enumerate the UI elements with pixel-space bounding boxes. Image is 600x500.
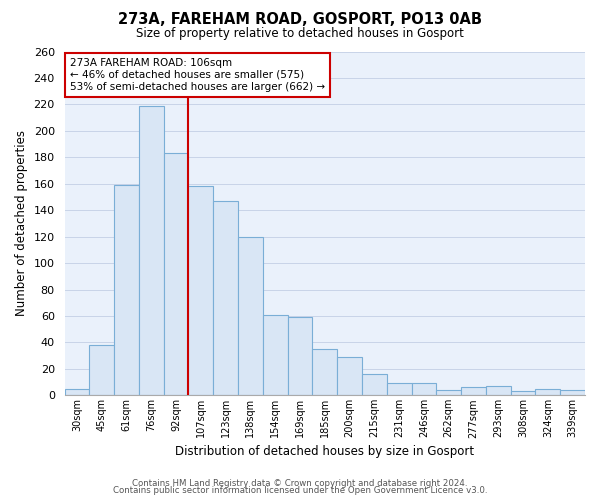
Y-axis label: Number of detached properties: Number of detached properties bbox=[15, 130, 28, 316]
Bar bbox=[436, 390, 461, 396]
Text: 273A, FAREHAM ROAD, GOSPORT, PO13 0AB: 273A, FAREHAM ROAD, GOSPORT, PO13 0AB bbox=[118, 12, 482, 28]
Bar bbox=[412, 384, 436, 396]
Bar bbox=[139, 106, 164, 396]
Text: Contains HM Land Registry data © Crown copyright and database right 2024.: Contains HM Land Registry data © Crown c… bbox=[132, 478, 468, 488]
Text: Size of property relative to detached houses in Gosport: Size of property relative to detached ho… bbox=[136, 28, 464, 40]
Bar bbox=[164, 154, 188, 396]
Bar bbox=[89, 345, 114, 396]
Bar bbox=[238, 236, 263, 396]
X-axis label: Distribution of detached houses by size in Gosport: Distribution of detached houses by size … bbox=[175, 444, 475, 458]
Text: Contains public sector information licensed under the Open Government Licence v3: Contains public sector information licen… bbox=[113, 486, 487, 495]
Bar bbox=[461, 388, 486, 396]
Bar bbox=[213, 201, 238, 396]
Bar bbox=[362, 374, 387, 396]
Bar bbox=[114, 185, 139, 396]
Bar bbox=[65, 388, 89, 396]
Bar bbox=[313, 349, 337, 396]
Bar bbox=[337, 357, 362, 396]
Bar bbox=[511, 392, 535, 396]
Bar bbox=[188, 186, 213, 396]
Bar bbox=[287, 318, 313, 396]
Bar bbox=[535, 388, 560, 396]
Bar bbox=[560, 390, 585, 396]
Bar bbox=[387, 384, 412, 396]
Text: 273A FAREHAM ROAD: 106sqm
← 46% of detached houses are smaller (575)
53% of semi: 273A FAREHAM ROAD: 106sqm ← 46% of detac… bbox=[70, 58, 325, 92]
Bar bbox=[263, 314, 287, 396]
Bar bbox=[486, 386, 511, 396]
